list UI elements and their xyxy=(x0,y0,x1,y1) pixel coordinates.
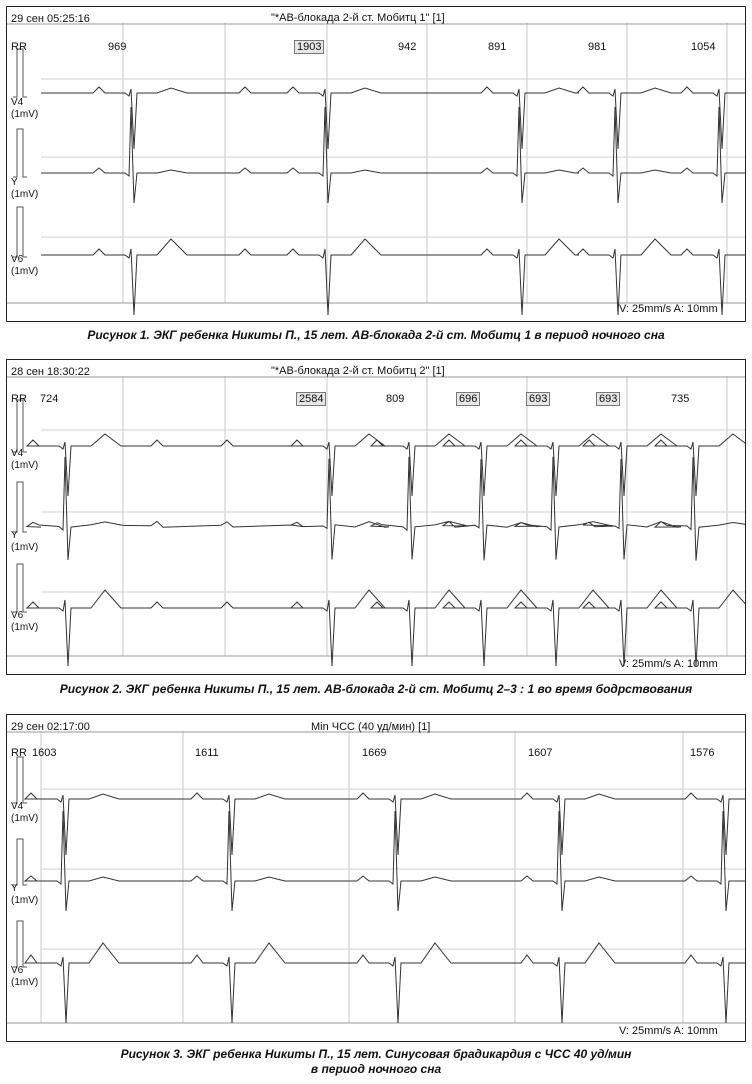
rr-label: RR xyxy=(11,393,27,405)
speed-footer: V: 25mm/s A: 10mm xyxy=(619,1025,718,1037)
strip-title: "*АВ-блокада 2-й ст. Мобитц 1" [1] xyxy=(271,12,445,24)
timestamp: 29 сен 02:17:00 xyxy=(11,721,90,733)
rr-interval: 1576 xyxy=(690,747,715,759)
rr-interval: 1054 xyxy=(691,41,716,53)
lead-label-v6: V6 (1mV) xyxy=(11,965,39,988)
lead-label-y: Y (1mV) xyxy=(11,530,39,553)
lead-label-v4: V4 (1mV) xyxy=(11,801,39,824)
rr-label: RR xyxy=(11,747,27,759)
calibration-pulse xyxy=(13,481,27,533)
lead-label-v6: V6 (1mV) xyxy=(11,254,39,277)
rr-interval: 1611 xyxy=(195,747,219,759)
ecg-waveform xyxy=(41,106,745,204)
rr-interval: 2584 xyxy=(296,392,327,406)
lead-label-v6: V6 (1mV) xyxy=(11,610,39,633)
rr-interval: 981 xyxy=(588,41,607,53)
calibration-pulse xyxy=(13,128,27,178)
calibration-pulse xyxy=(13,756,27,804)
rr-interval: 696 xyxy=(456,392,481,406)
calibration-pulse xyxy=(13,920,27,968)
ecg-waveform xyxy=(25,433,745,497)
ecg-waveform xyxy=(41,238,745,316)
calibration-pulse xyxy=(13,399,27,453)
ecg-panel-3: 29 сен 02:17:00 Min ЧСС (40 уд/мин) [1] … xyxy=(6,714,746,1042)
calibration-pulse xyxy=(13,838,27,886)
rr-interval: 942 xyxy=(398,41,417,53)
strip-title: Min ЧСС (40 уд/мин) [1] xyxy=(311,721,431,733)
calibration-pulse xyxy=(13,48,27,98)
ecg-waveform xyxy=(25,456,745,561)
rr-interval: 693 xyxy=(596,392,621,406)
rr-interval: 735 xyxy=(671,393,690,405)
rr-interval: 809 xyxy=(386,393,405,405)
lead-label-y: Y (1mV) xyxy=(11,883,39,906)
rr-interval: 1603 xyxy=(32,747,57,759)
ecg-trace-2 xyxy=(7,376,745,667)
ecg-panel-2: 28 сен 18:30:22 "*АВ-блокада 2-й ст. Моб… xyxy=(6,359,746,675)
rr-label: RR xyxy=(11,41,27,53)
speed-footer: V: 25mm/s A: 10mm xyxy=(619,658,718,670)
ecg-waveform xyxy=(24,942,745,1024)
ecg-trace-1 xyxy=(7,23,745,316)
timestamp: 29 сен 05:25:16 xyxy=(11,13,90,25)
figure-caption-3: Рисунок 3. ЭКГ ребенка Никиты П., 15 лет… xyxy=(0,1047,752,1077)
figure-caption-1: Рисунок 1. ЭКГ ребенка Никиты П., 15 лет… xyxy=(87,328,665,342)
ecg-waveform xyxy=(23,810,745,912)
lead-label-y: Y (1mV) xyxy=(11,177,39,200)
rr-interval: 693 xyxy=(526,392,551,406)
ecg-trace-3 xyxy=(7,731,745,1024)
calibration-pulse xyxy=(13,563,27,613)
ecg-waveform xyxy=(23,792,745,856)
speed-footer: V: 25mm/s A: 10mm xyxy=(619,303,718,315)
ecg-waveform xyxy=(41,86,745,150)
calibration-pulse xyxy=(13,206,27,258)
timestamp: 28 сен 18:30:22 xyxy=(11,366,90,378)
caption-line-2: в период ночного сна xyxy=(310,1062,442,1076)
rr-interval: 969 xyxy=(108,41,127,53)
lead-label-v4: V4 (1mV) xyxy=(11,448,39,471)
strip-title: "*АВ-блокада 2-й ст. Мобитц 2" [1] xyxy=(271,365,445,377)
rr-interval: 1607 xyxy=(528,747,553,759)
rr-interval: 1903 xyxy=(294,40,325,54)
figure-caption-2: Рисунок 2. ЭКГ ребенка Никиты П., 15 лет… xyxy=(59,682,693,696)
rr-interval: 891 xyxy=(488,41,507,53)
caption-line-1: Рисунок 3. ЭКГ ребенка Никиты П., 15 лет… xyxy=(120,1047,632,1061)
rr-interval: 1669 xyxy=(362,747,387,759)
ecg-panel-1: 29 сен 05:25:16 "*АВ-блокада 2-й ст. Моб… xyxy=(6,6,746,322)
rr-interval: 724 xyxy=(40,393,59,405)
lead-label-v4: V4 (1mV) xyxy=(11,97,39,120)
ecg-waveform xyxy=(25,589,745,667)
